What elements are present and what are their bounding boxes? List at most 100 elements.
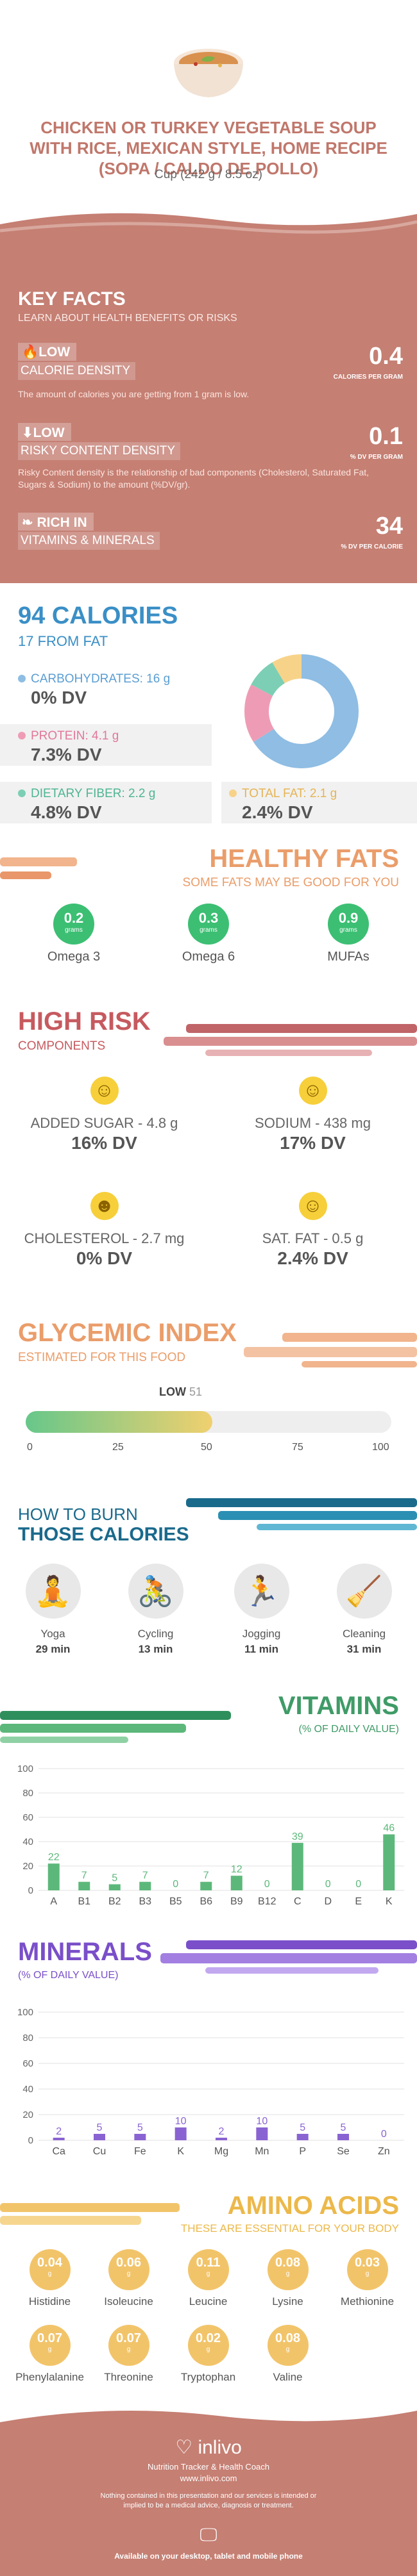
fat-dv: 2.4% DV <box>242 802 313 822</box>
bar-value-label: 0 <box>264 1879 270 1890</box>
fat-value-circle: 0.9 grams <box>328 904 369 945</box>
decor-stripe <box>186 1024 417 1033</box>
amino-item: 0.02 g Tryptophan <box>168 2325 248 2384</box>
gi-tick: 75 <box>292 1442 303 1453</box>
risk-label: CHOLESTEROL - 2.7 mg <box>24 1230 185 1246</box>
y-tick-label: 0 <box>28 2135 33 2146</box>
y-tick-label: 80 <box>22 2033 33 2043</box>
fat-item-omega3: 0.2 grams Omega 3 <box>38 904 109 974</box>
amino-value-circle: 0.07 g <box>29 2325 71 2366</box>
bar-value-label: 10 <box>256 2116 268 2127</box>
fat-name: Omega 6 <box>182 950 235 964</box>
activity-jogging: 🏃 Jogging 11 min <box>221 1564 302 1656</box>
activity-name: Jogging <box>242 1628 281 1640</box>
y-tick-label: 40 <box>22 2084 33 2095</box>
bar-value-label: 0 <box>173 1879 178 1890</box>
risk-dv: 16% DV <box>71 1133 137 1153</box>
glycemic-section: GLYCEMIC INDEX ESTIMATED FOR THIS FOOD L… <box>0 1307 417 1474</box>
decor-stripe <box>186 1940 417 1949</box>
footer: ♡ inlivo Nutrition Tracker & Health Coac… <box>0 2403 417 2576</box>
activity-time: 13 min <box>138 1643 173 1655</box>
bar <box>296 2134 309 2140</box>
y-tick-label: 20 <box>22 1861 33 1872</box>
vitamins-title: VITAMINS <box>278 1692 399 1720</box>
fat-name: MUFAs <box>327 950 370 964</box>
yoga-icon: 🧘 <box>25 1564 81 1619</box>
burn-title-line2: THOSE CALORIES <box>18 1524 189 1545</box>
fact-unit: % DV PER CALORIE <box>341 543 403 550</box>
amino-name: Tryptophan <box>180 2371 236 2383</box>
serving-size: Cup (242 g / 8.5 oz) <box>155 168 262 181</box>
footer-available: Available on your desktop, tablet and mo… <box>114 2552 303 2561</box>
amino-name: Threonine <box>104 2371 153 2383</box>
bar-value-label: 5 <box>112 1873 117 1884</box>
decor-stripe <box>205 1967 379 1974</box>
bar-value-label: 46 <box>383 1823 395 1834</box>
bar <box>216 2138 227 2140</box>
fat-item-omega6: 0.3 grams Omega 6 <box>173 904 244 974</box>
amino-name: Lysine <box>272 2295 303 2308</box>
flame-icon: 🔥 <box>22 345 39 359</box>
amino-item: 0.07 g Phenylalanine <box>10 2325 90 2384</box>
healthy-fats-section: HEALTHY FATS SOME FATS MAY BE GOOD FOR Y… <box>0 833 417 1000</box>
bar-value-label: 12 <box>231 1864 243 1875</box>
category-label: B3 <box>139 1896 151 1907</box>
category-label: Mn <box>255 2146 269 2157</box>
bar-value-label: 0 <box>325 1879 331 1890</box>
activity-time: 29 min <box>35 1643 71 1655</box>
heart-icon: ♡ <box>175 2437 193 2458</box>
fact-value: 34 <box>375 513 403 540</box>
bar <box>230 1876 243 1890</box>
category-label: B1 <box>78 1896 90 1907</box>
protein-label: PROTEIN: 4.1 g <box>31 729 119 743</box>
decor-stripe <box>0 1711 231 1720</box>
calories-section: 94 CALORIES 17 FROM FAT CARBOHYDRATES: 1… <box>0 596 417 833</box>
bar <box>53 2138 65 2140</box>
activity-yoga: 🧘 Yoga 29 min <box>13 1564 93 1656</box>
fact-tag-badge: 🔥LOW <box>18 343 77 361</box>
carbohydrates-block: CARBOHYDRATES: 16 g 0% DV <box>0 670 212 708</box>
fact-unit: % DV PER GRAM <box>350 454 403 461</box>
leaf-icon: ❧ <box>22 515 33 530</box>
glycemic-subtitle: ESTIMATED FOR THIS FOOD <box>18 1351 186 1364</box>
y-tick-label: 0 <box>28 1885 33 1896</box>
risk-dv: 17% DV <box>280 1133 346 1153</box>
activity-name: Cleaning <box>342 1628 386 1640</box>
carbs-dot <box>18 675 26 682</box>
vitamins-subtitle: (% OF DAILY VALUE) <box>298 1724 399 1735</box>
high-risk-subtitle: COMPONENTS <box>18 1039 106 1053</box>
decor-stripe <box>186 1498 417 1507</box>
fact-tag-badge: ⬇LOW <box>18 423 71 441</box>
carbs-label: CARBOHYDRATES: 16 g <box>31 672 171 686</box>
bar-value-label: 7 <box>142 1870 148 1881</box>
y-tick-label: 60 <box>22 2058 33 2069</box>
bar-value-label: 5 <box>300 2122 305 2133</box>
brand-logo: ♡ inlivo <box>175 2437 242 2458</box>
fat-value-circle: 0.3 grams <box>188 904 229 945</box>
decor-stripe <box>0 2216 141 2225</box>
bar <box>78 1881 90 1890</box>
category-label: B2 <box>108 1896 121 1907</box>
category-label: B12 <box>258 1896 277 1907</box>
category-label: E <box>355 1896 362 1907</box>
gi-tick: 50 <box>201 1442 212 1453</box>
healthy-fats-title: HEALTHY FATS <box>209 845 399 873</box>
activity-name: Cycling <box>137 1628 174 1640</box>
footer-url[interactable]: www.inlivo.com <box>180 2473 237 2483</box>
amino-item: 0.08 g Lysine <box>248 2249 328 2308</box>
amino-name: Leucine <box>189 2295 228 2308</box>
header: CHICKEN OR TURKEY VEGETABLE SOUP WITH RI… <box>0 0 417 192</box>
amino-name: Histidine <box>28 2295 71 2308</box>
protein-dot <box>18 732 26 739</box>
bar-value-label: 22 <box>48 1852 60 1863</box>
healthy-fats-subtitle: SOME FATS MAY BE GOOD FOR YOU <box>182 876 399 889</box>
page-title: CHICKEN OR TURKEY VEGETABLE SOUP WITH RI… <box>30 118 387 178</box>
fat-label: TOTAL FAT: 2.1 g <box>242 787 337 800</box>
activity-name: Yoga <box>40 1628 65 1640</box>
fact-label: VITAMINS & MINERALS <box>18 532 160 550</box>
amino-item: 0.03 g Methionine <box>327 2249 407 2308</box>
decor-stripe <box>0 2203 180 2212</box>
key-facts-subtitle: LEARN ABOUT HEALTH BENEFITS OR RISKS <box>18 313 237 324</box>
fat-item-mufas: 0.9 grams MUFAs <box>313 904 384 974</box>
risk-added-sugar: ☺ ADDED SUGAR - 4.8 g 16% DV <box>0 1077 208 1173</box>
